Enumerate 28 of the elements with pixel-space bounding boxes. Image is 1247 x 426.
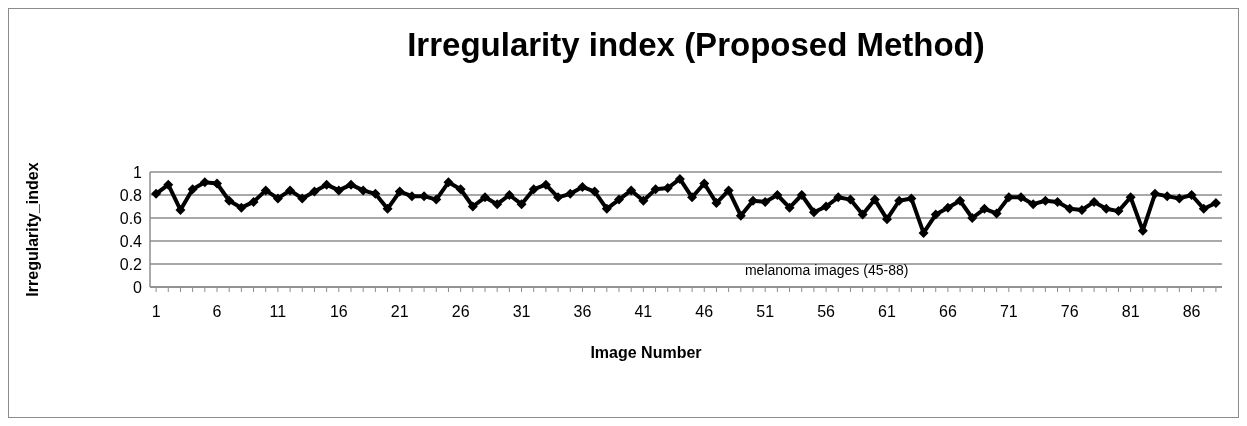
x-tick-label: 76 — [1060, 303, 1079, 320]
x-tick-label: 71 — [999, 303, 1018, 320]
y-tick-label: 1 — [133, 163, 143, 181]
x-tick-label: 81 — [1121, 303, 1140, 320]
x-axis-title: Image Number — [590, 344, 702, 361]
x-tick-label: 21 — [390, 303, 409, 320]
x-tick-label: 16 — [329, 303, 348, 320]
x-tick-label: 11 — [269, 303, 287, 320]
x-tick-label: 46 — [695, 303, 714, 320]
y-tick-label: 0.8 — [119, 186, 143, 204]
x-tick-label: 56 — [817, 303, 836, 320]
x-tick-label: 86 — [1182, 303, 1201, 320]
x-tick-label: 61 — [878, 303, 896, 320]
x-tick-label: 6 — [212, 303, 222, 320]
x-tick-label: 26 — [451, 303, 470, 320]
y-tick-label: 0.4 — [119, 232, 143, 250]
x-tick-label: 36 — [573, 303, 592, 320]
y-tick-label: 0 — [133, 278, 143, 296]
annotation: melanoma images (45-88) — [744, 261, 909, 278]
y-tick-label: 0.6 — [119, 209, 143, 227]
x-tick-label: 66 — [939, 303, 957, 320]
x-tick-label: 31 — [512, 303, 531, 320]
x-tick-label: 1 — [151, 303, 161, 320]
x-tick-label: 41 — [634, 303, 653, 320]
y-tick-label: 0.2 — [119, 255, 143, 273]
x-tick-label: 51 — [756, 303, 775, 320]
chart-title: Irregularity index (Proposed Method) — [407, 26, 985, 63]
y-axis-title: Irregularity_index — [24, 162, 41, 297]
